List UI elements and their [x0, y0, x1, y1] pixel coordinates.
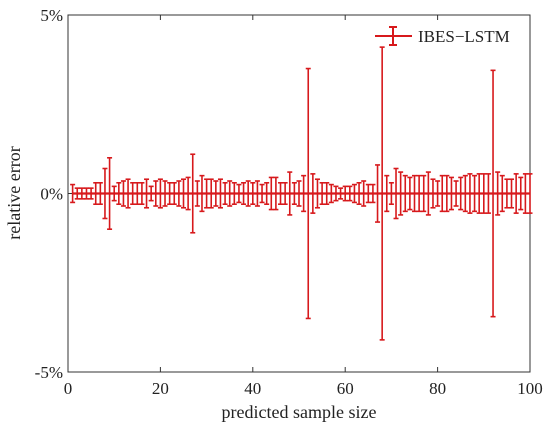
y-axis-label: relative error [4, 146, 24, 239]
legend: IBES−LSTM [375, 26, 510, 46]
x-axis-label: predicted sample size [222, 402, 377, 422]
legend-label: IBES−LSTM [418, 27, 510, 46]
y-tick-label: -5% [35, 363, 63, 382]
x-tick-label: 20 [152, 379, 169, 398]
x-tick-label: 40 [244, 379, 261, 398]
y-tick-label: 5% [40, 6, 63, 25]
y-tick-label: 0% [40, 185, 63, 204]
x-tick-label: 80 [429, 379, 446, 398]
x-tick-label: 100 [517, 379, 543, 398]
x-tick-label: 60 [337, 379, 354, 398]
ticks-layer: 0 20 40 60 80 100 -5% 0% 5% [35, 6, 543, 398]
x-tick-label: 0 [64, 379, 73, 398]
